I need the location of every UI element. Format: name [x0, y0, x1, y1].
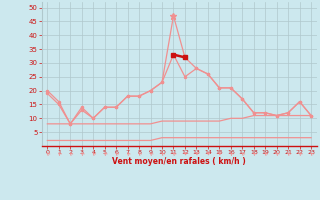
X-axis label: Vent moyen/en rafales ( km/h ): Vent moyen/en rafales ( km/h ) — [112, 157, 246, 166]
